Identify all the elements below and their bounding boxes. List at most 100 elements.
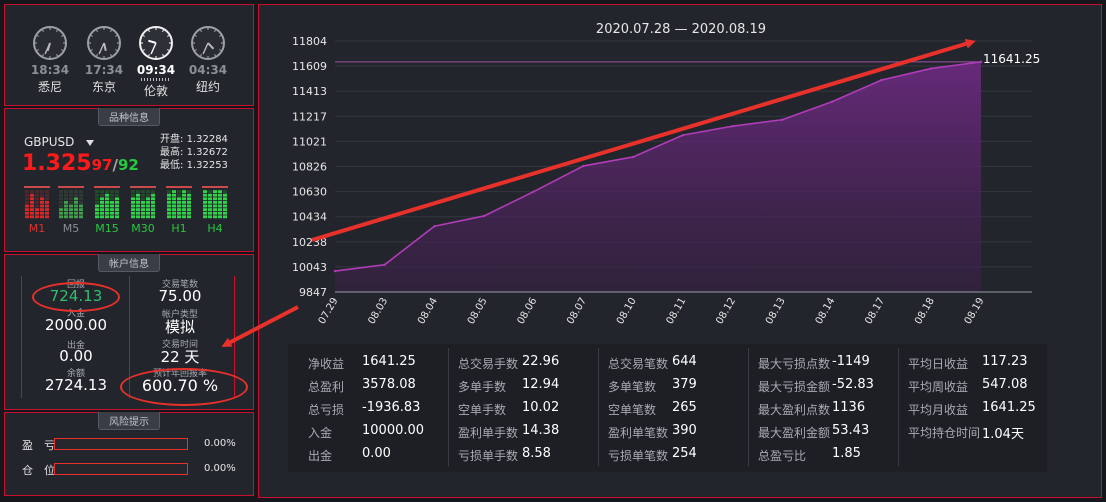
world-clock-panel: 18:34 悉尼 17:34 东京 09:34 伦敦 04:34 纽约 bbox=[4, 4, 254, 106]
stat-label: 盈利单笔数 bbox=[608, 426, 669, 440]
clock-time: 18:34 bbox=[30, 63, 70, 77]
clock-time: 04:34 bbox=[188, 63, 228, 77]
risk-panel: 风险提示 bbox=[4, 412, 254, 496]
equity-point-10 bbox=[830, 100, 834, 103]
stat-label: 最大盈利点数 bbox=[758, 403, 831, 417]
stat-value: 53.43 bbox=[832, 423, 870, 438]
trend-arrow bbox=[311, 38, 976, 242]
stat-label: 最大亏损金额 bbox=[758, 380, 831, 394]
clock-3: 04:34 纽约 bbox=[187, 25, 229, 95]
clock-icon bbox=[191, 26, 225, 60]
risk-bar-0 bbox=[54, 438, 188, 450]
timeframe-m5[interactable]: M5 bbox=[62, 222, 80, 235]
stat-value: 265 bbox=[672, 400, 697, 415]
clock-2: 09:34 伦敦 bbox=[135, 25, 177, 99]
current-price: 1.32597/92 bbox=[22, 151, 139, 176]
clock-city: 东京 bbox=[91, 80, 116, 94]
active-clock-indicator bbox=[141, 78, 171, 81]
timeframe-level-bars-h1 bbox=[166, 186, 192, 220]
stat-value: 1.85 bbox=[832, 446, 861, 461]
y-tick-label: 11021 bbox=[292, 135, 327, 148]
timeframe-m1[interactable]: M1 bbox=[28, 222, 46, 235]
timeframe-m15[interactable]: M15 bbox=[95, 222, 119, 235]
account-divider-right bbox=[234, 276, 235, 398]
stat-value: -52.83 bbox=[832, 377, 874, 392]
y-tick-label: 11804 bbox=[292, 35, 327, 48]
return-highlight-oval bbox=[32, 282, 120, 312]
account-right-label-0: 交易笔数 bbox=[161, 280, 198, 290]
y-tick-label: 10826 bbox=[292, 160, 327, 173]
stats-column-divider bbox=[448, 348, 449, 466]
stat-value: 547.08 bbox=[982, 377, 1028, 392]
x-tick-label: 08.06 bbox=[516, 296, 540, 326]
stat-value: 22.96 bbox=[522, 354, 560, 369]
symbol-info-panel: 品种信息 bbox=[4, 108, 254, 252]
equity-area-fill bbox=[335, 61, 981, 292]
stat-label: 平均周收益 bbox=[908, 380, 969, 394]
stat-value: 644 bbox=[672, 354, 697, 369]
y-tick-label: 11413 bbox=[292, 85, 327, 98]
y-tick-label: 10630 bbox=[292, 186, 327, 199]
stat-value: -1936.83 bbox=[362, 400, 421, 415]
timeframe-level-bars-h4 bbox=[202, 186, 228, 220]
account-divider-left bbox=[21, 276, 22, 398]
x-tick-label: 08.05 bbox=[466, 296, 490, 326]
equity-point-2 bbox=[433, 225, 436, 228]
account-right-label-1: 帐户类型 bbox=[161, 310, 198, 320]
account-right-label-2: 交易时间 bbox=[161, 340, 198, 350]
clock-time: 09:34 bbox=[136, 63, 176, 77]
equity-point-7 bbox=[681, 133, 685, 137]
stat-label: 亏损单手数 bbox=[458, 449, 519, 463]
stat-label: 空单笔数 bbox=[608, 403, 657, 417]
stat-value: 12.94 bbox=[522, 377, 560, 392]
price-sep: / bbox=[112, 156, 118, 174]
last-value-label: 11641.25 bbox=[983, 52, 1040, 66]
stat-label: 总交易笔数 bbox=[608, 357, 669, 371]
symbol-name: GBPUSD bbox=[24, 135, 75, 149]
chevron-down-icon[interactable] bbox=[86, 139, 95, 146]
equity-point-4 bbox=[532, 190, 535, 193]
account-right-value-0: 75.00 bbox=[158, 287, 202, 305]
account-divider-mid bbox=[129, 276, 130, 398]
x-tick-label: 08.04 bbox=[416, 296, 440, 326]
high-value: 1.32672 bbox=[186, 147, 228, 158]
stat-value: 14.38 bbox=[522, 423, 560, 438]
annual-return-highlight-oval bbox=[120, 368, 248, 406]
stat-value: 0.00 bbox=[362, 446, 391, 461]
chart-title: 2020.07.28 — 2020.08.19 bbox=[596, 22, 766, 37]
stat-label: 入金 bbox=[308, 426, 333, 440]
stats-column-divider bbox=[898, 348, 899, 466]
stat-label: 总盈亏比 bbox=[758, 449, 807, 463]
x-tick-label: 08.12 bbox=[714, 296, 738, 326]
clock-city: 悉尼 bbox=[37, 80, 62, 94]
equity-point-6 bbox=[631, 155, 635, 159]
symbol-selector[interactable]: GBPUSD bbox=[24, 135, 95, 149]
risk-label-1: 仓 位 bbox=[22, 464, 55, 477]
stat-value: -1149 bbox=[832, 354, 870, 369]
risk-label-0: 盈 亏 bbox=[22, 439, 55, 452]
stats-column-divider bbox=[598, 348, 599, 466]
clock-icon bbox=[87, 26, 121, 60]
timeframe-h4[interactable]: H4 bbox=[207, 222, 223, 235]
account-right-value-2: 22 天 bbox=[160, 348, 200, 366]
pointer-arrow bbox=[221, 305, 299, 347]
account-left-value-2: 0.00 bbox=[59, 347, 93, 365]
price-main: 1.325 bbox=[22, 151, 92, 176]
stat-value: 10.02 bbox=[522, 400, 560, 415]
stats-table bbox=[288, 344, 1047, 472]
equity-point-1 bbox=[383, 263, 386, 266]
y-tick-label: 10434 bbox=[292, 211, 327, 224]
clock-0: 18:34 悉尼 bbox=[29, 25, 71, 95]
stat-label: 总交易手数 bbox=[458, 357, 519, 371]
symbol-panel-title: 品种信息 bbox=[98, 108, 160, 126]
stat-label: 出金 bbox=[308, 449, 333, 463]
clock-city: 伦敦 bbox=[143, 84, 168, 98]
account-left-value-3: 2724.13 bbox=[44, 376, 108, 394]
timeframe-h1[interactable]: H1 bbox=[171, 222, 187, 235]
clock-1: 17:34 东京 bbox=[83, 25, 125, 95]
timeframe-m30[interactable]: M30 bbox=[131, 222, 155, 235]
timeframe-level-bars-m30 bbox=[130, 186, 156, 220]
low-value: 1.32253 bbox=[186, 160, 228, 171]
x-tick-label: 08.18 bbox=[913, 296, 937, 326]
